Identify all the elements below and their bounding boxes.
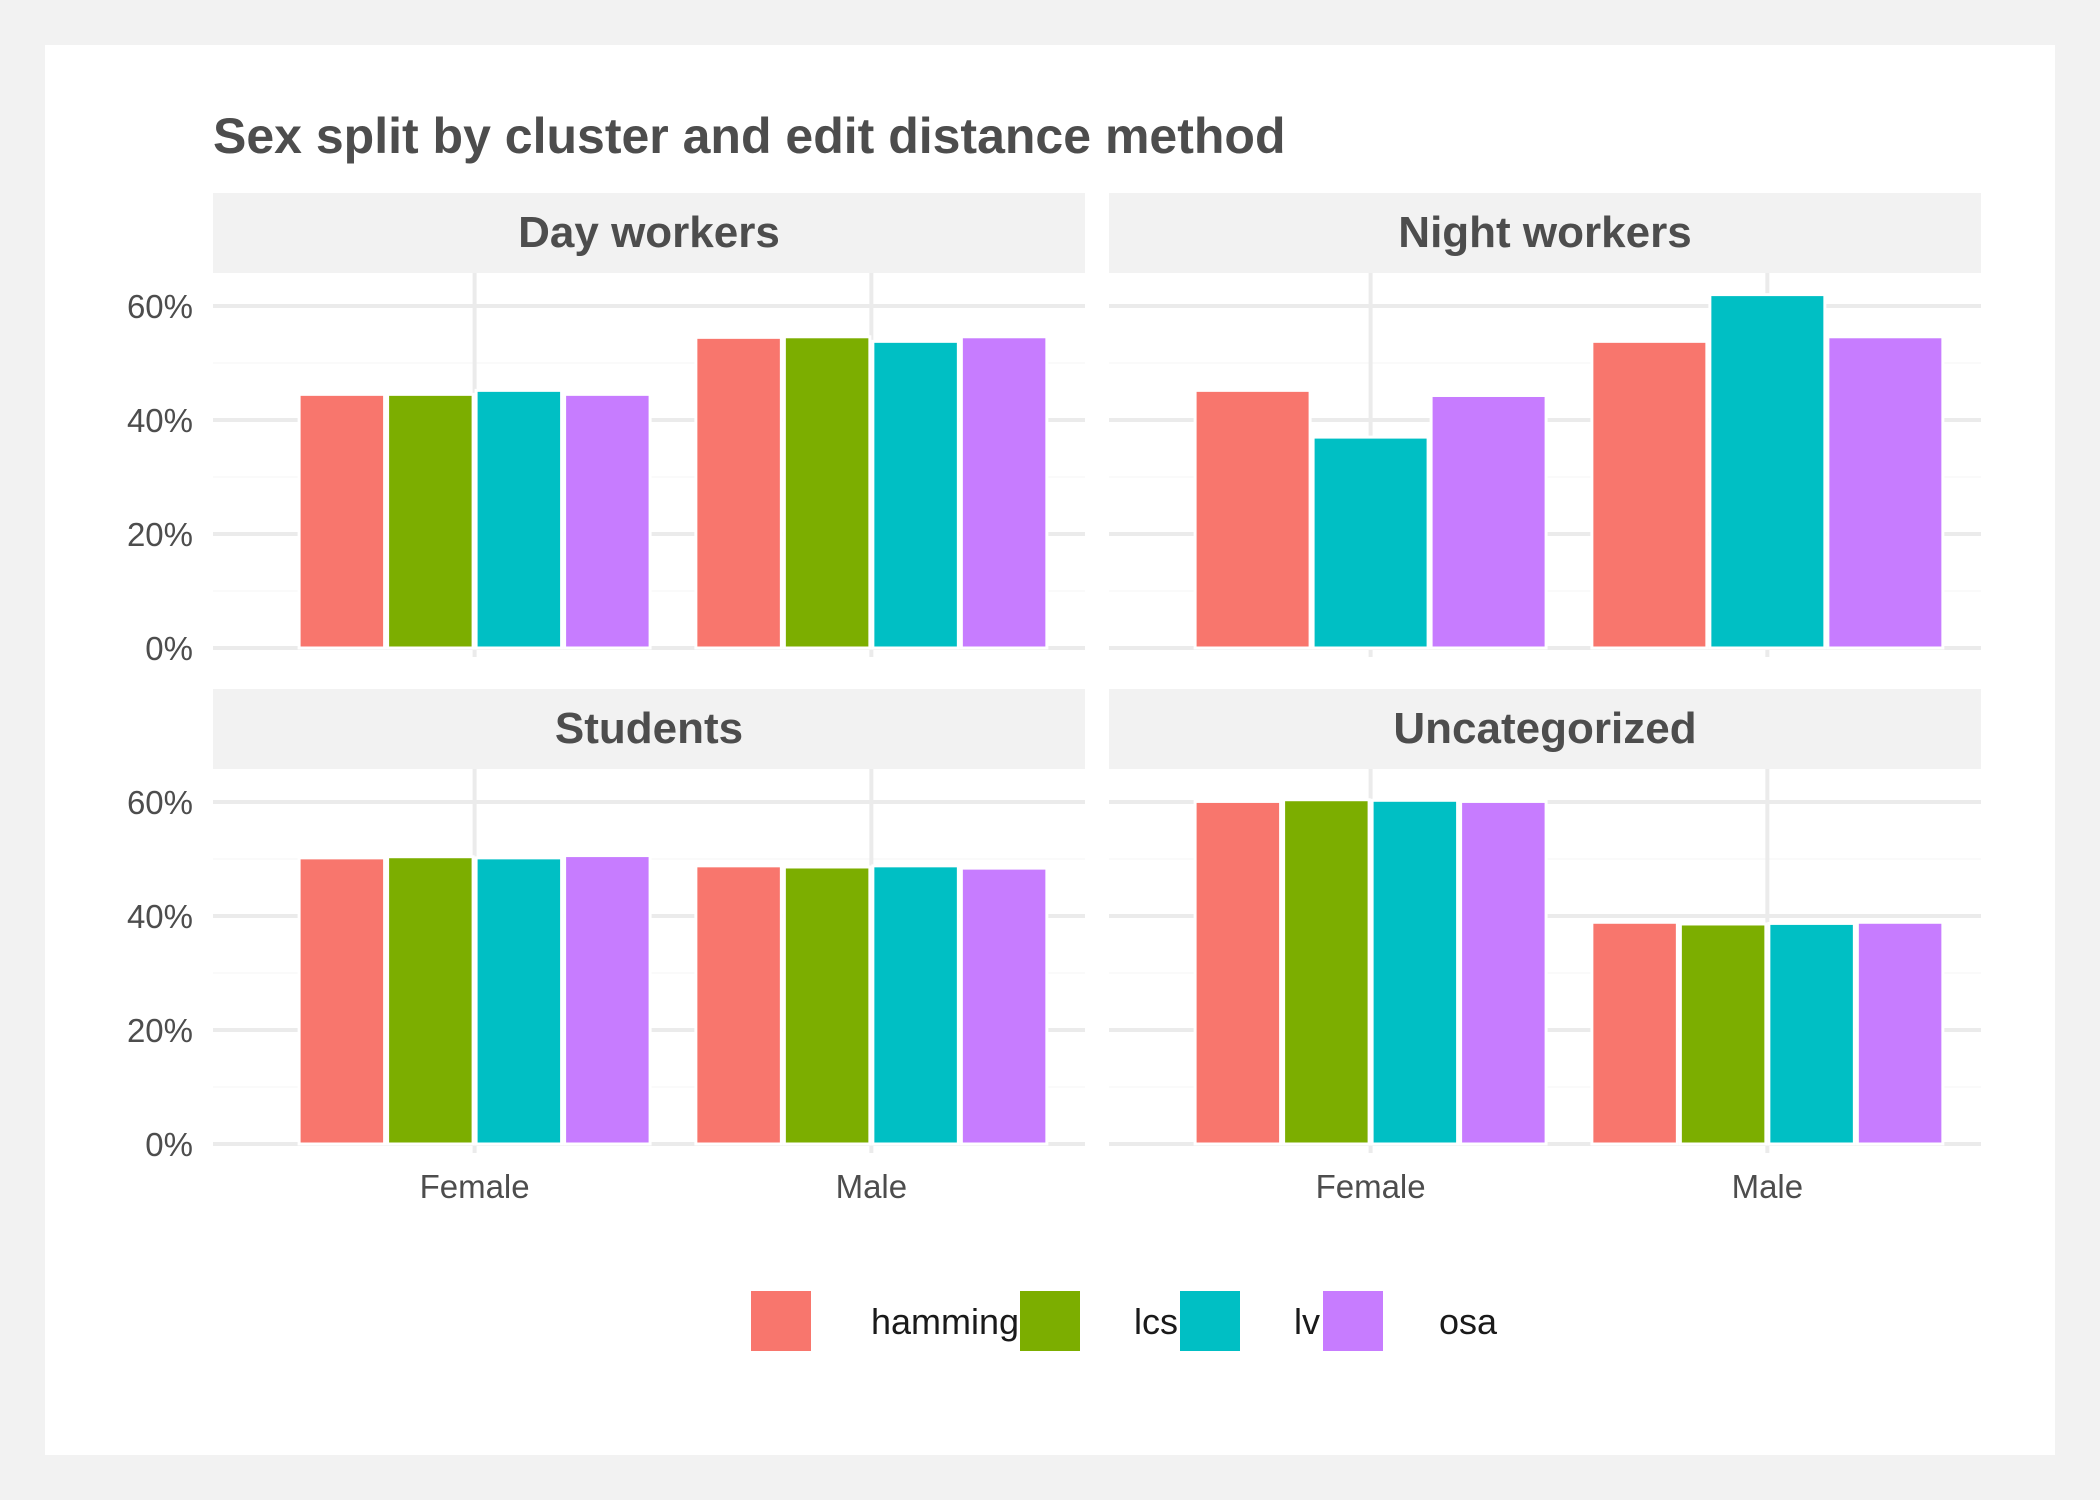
facet-strip xyxy=(1109,689,1981,769)
bar-lcs xyxy=(386,855,475,1146)
bar-lcs xyxy=(386,392,475,650)
y-tick-label: 60% xyxy=(127,784,193,821)
y-tick-label: 20% xyxy=(127,516,193,553)
bar-lv xyxy=(1767,921,1856,1146)
bar-lv xyxy=(1708,293,1827,650)
bar-lv xyxy=(1311,435,1430,650)
x-tick-label: Female xyxy=(1316,1168,1426,1205)
facet-strip xyxy=(1109,193,1981,273)
bar-lcs xyxy=(782,865,872,1146)
bar-hamming xyxy=(1193,388,1312,650)
legend-key-lv xyxy=(1180,1291,1240,1351)
bar-osa xyxy=(563,854,652,1146)
bar-hamming xyxy=(1590,339,1709,650)
bar-lv xyxy=(871,339,960,650)
bar-hamming xyxy=(1193,799,1283,1146)
y-tick-label: 60% xyxy=(127,288,193,325)
legend-label: lcs xyxy=(1134,1301,1178,1342)
facet-strip-label: Uncategorized xyxy=(1393,704,1696,753)
bar-hamming xyxy=(297,392,387,650)
bar-osa xyxy=(563,392,652,650)
faceted-bar-chart: Sex split by cluster and edit distance m… xyxy=(127,108,1981,1351)
bar-osa xyxy=(1429,393,1548,650)
bar-lcs xyxy=(782,335,872,650)
facet-strip xyxy=(213,193,1085,273)
bar-lv xyxy=(871,864,960,1146)
y-tick-label: 40% xyxy=(127,898,193,935)
legend-key-hamming xyxy=(751,1291,811,1351)
legend-key-lcs xyxy=(1020,1291,1080,1351)
bar-hamming xyxy=(297,856,387,1146)
y-tick-label: 0% xyxy=(145,630,193,667)
chart-card: Sex split by cluster and edit distance m… xyxy=(45,45,2055,1455)
legend-label: lv xyxy=(1294,1301,1320,1342)
legend-label: hamming xyxy=(871,1301,1019,1342)
x-tick-label: Male xyxy=(1732,1168,1804,1205)
bar-lv xyxy=(474,856,564,1146)
bar-lv xyxy=(474,388,564,650)
bar-osa xyxy=(1459,799,1548,1146)
bar-hamming xyxy=(1590,920,1679,1146)
facet-strip xyxy=(213,689,1085,769)
y-tick-label: 20% xyxy=(127,1012,193,1049)
facet-strip-label: Day workers xyxy=(518,208,780,257)
bar-lv xyxy=(1370,798,1460,1146)
bar-lcs xyxy=(1282,798,1371,1146)
facet-strip-label: Night workers xyxy=(1398,208,1691,257)
bar-osa xyxy=(1826,335,1945,650)
legend-key-osa xyxy=(1323,1291,1383,1351)
y-tick-label: 40% xyxy=(127,402,193,439)
bar-osa xyxy=(959,866,1049,1146)
bar-lcs xyxy=(1678,922,1768,1146)
bar-hamming xyxy=(694,864,783,1146)
chart-title: Sex split by cluster and edit distance m… xyxy=(213,108,1286,164)
y-tick-label: 0% xyxy=(145,1126,193,1163)
bar-osa xyxy=(959,335,1049,650)
x-tick-label: Female xyxy=(420,1168,530,1205)
facet-strip-label: Students xyxy=(555,704,743,753)
bar-hamming xyxy=(694,335,783,650)
x-tick-label: Male xyxy=(836,1168,908,1205)
legend-label: osa xyxy=(1439,1301,1498,1342)
bar-osa xyxy=(1855,920,1945,1146)
